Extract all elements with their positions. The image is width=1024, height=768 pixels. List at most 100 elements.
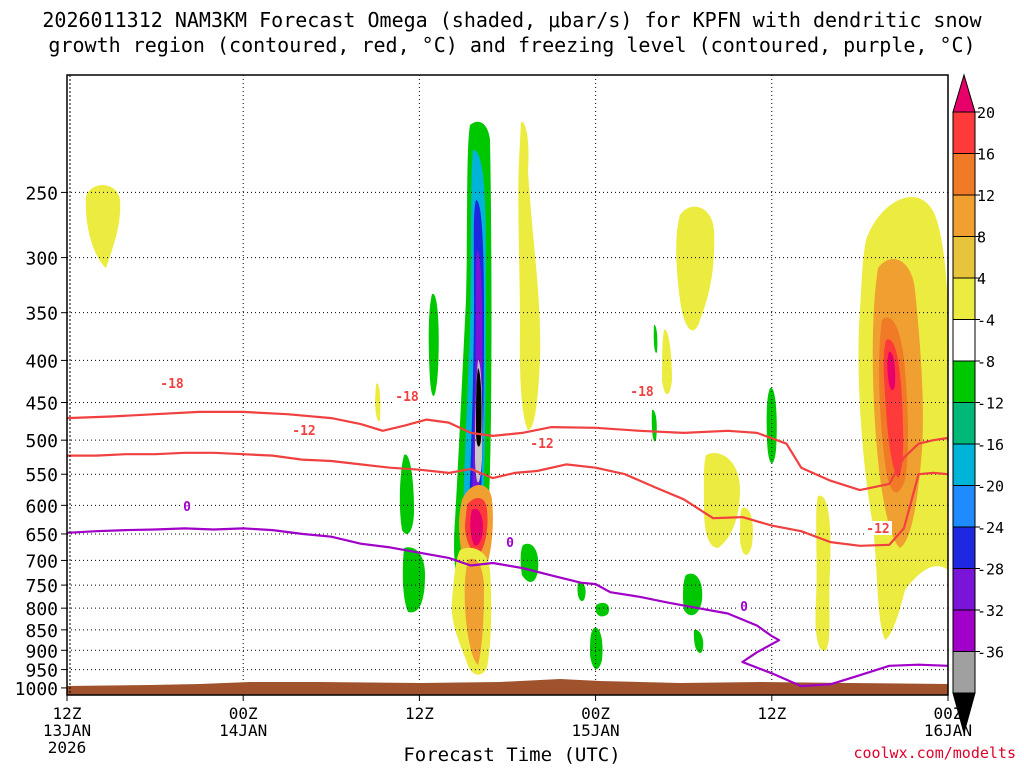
y-axis: 2503003504004505005506006507007508008509…: [15, 183, 67, 700]
colorbar-segment: [952, 194, 976, 237]
contour-labels: -18 -18 -18 -12 -12 -12 0 0 0: [158, 376, 892, 615]
chart-title-line2: growth region (contoured, red, °C) and f…: [48, 33, 976, 57]
omega-blob: [520, 543, 539, 582]
omega-blob: [428, 293, 439, 397]
omega-blob: [470, 508, 483, 546]
colorbar-segment: [952, 360, 976, 403]
omega-blob: [662, 329, 672, 395]
colorbar-label: 8: [977, 229, 986, 247]
omega-blob: [577, 581, 586, 602]
colorbar-label: -24: [977, 519, 1004, 537]
colorbar-label: -4: [977, 312, 995, 330]
colorbar-segment: [952, 609, 976, 652]
x-tick-label: 00Z: [934, 704, 963, 723]
x-tick-label: 12Z: [757, 704, 786, 723]
y-tick-label: 550: [25, 465, 58, 486]
colorbar-label: -20: [977, 478, 1004, 496]
contour-label-m18: -18: [395, 390, 419, 405]
colorbar-cap-top: [952, 73, 976, 113]
omega-blob: [693, 629, 704, 653]
colorbar-label: -16: [977, 436, 1004, 454]
contour-label-zero: 0: [506, 536, 514, 551]
contour-label-m12: -12: [530, 437, 553, 452]
colorbar-segment: [952, 526, 976, 569]
y-tick-label: 400: [25, 351, 58, 372]
y-tick-label: 350: [25, 304, 58, 325]
colorbar-label: -32: [977, 602, 1004, 620]
colorbar-cap-bottom: [952, 692, 976, 735]
colorbar-segment: [952, 111, 976, 154]
colorbar-segment: [952, 236, 976, 279]
x-tick-label: 00Z: [581, 704, 610, 723]
omega-blob: [518, 121, 541, 430]
contour-lines: [66, 410, 949, 688]
omega-blob: [676, 206, 715, 331]
y-tick-label: 1000: [15, 679, 58, 700]
y-tick-label: 500: [25, 431, 58, 452]
x-tick-label: 00Z: [229, 704, 258, 723]
colorbar-label: -28: [977, 561, 1004, 579]
chart-title-line1: 2026011312 NAM3KM Forecast Omega (shaded…: [42, 8, 982, 32]
contour-label-m12: -12: [866, 522, 889, 537]
omega-blob: [653, 324, 658, 353]
colorbar-segment: [952, 319, 976, 362]
plot-frame: [66, 74, 949, 696]
terrain-surface: [67, 679, 948, 695]
colorbar-label: 20: [977, 104, 995, 122]
x-tick-label: 15JAN: [572, 721, 620, 740]
colorbar-segment: [952, 402, 976, 445]
colorbar-label: -8: [977, 353, 995, 371]
omega-blob: [476, 368, 482, 447]
omega-blob: [766, 387, 777, 464]
omega-blob: [590, 627, 603, 670]
colorbar-segment: [952, 651, 976, 694]
y-tick-label: 900: [25, 641, 58, 662]
omega-blob: [887, 351, 896, 391]
colorbar-segment: [952, 277, 976, 320]
contour-line: [66, 527, 949, 688]
colorbar-segment: [952, 153, 976, 196]
y-tick-label: 750: [25, 576, 58, 597]
omega-blob: [682, 573, 703, 616]
contour-label-zero: 0: [740, 600, 748, 615]
contour-label-m12: -12: [292, 424, 315, 439]
contour-label-m18: -18: [630, 385, 654, 400]
x-tick-label: 12Z: [405, 704, 434, 723]
omega-blob: [703, 453, 740, 548]
omega-blob: [85, 185, 121, 268]
contour-line: [67, 451, 949, 547]
x-tick-label: 16JAN: [924, 721, 972, 740]
y-tick-label: 650: [25, 525, 58, 546]
y-tick-label: 700: [25, 551, 58, 572]
colorbar-segment: [952, 485, 976, 528]
omega-blob: [651, 409, 657, 442]
plot-background: [67, 75, 948, 695]
colorbar-label: -12: [977, 395, 1004, 413]
y-tick-label: 850: [25, 621, 58, 642]
omega-blob: [815, 495, 831, 651]
x-axis-label: Forecast Time (UTC): [403, 744, 621, 766]
x-tick-label: 13JAN: [43, 721, 91, 740]
y-tick-label: 800: [25, 599, 58, 620]
y-tick-label: 450: [25, 394, 58, 415]
contour-label-zero: 0: [183, 500, 191, 515]
y-tick-label: 300: [25, 249, 58, 270]
y-tick-label: 600: [25, 496, 58, 517]
x-tick-label: 12Z: [53, 704, 82, 723]
colorbar-label: 4: [977, 270, 986, 288]
colorbar-segment: [952, 443, 976, 486]
colorbar: 20 16 12 8 4 -4 -8 -12 -16 -20 -24 -28 -32 -36: [952, 73, 1004, 735]
x-tick-label: 14JAN: [219, 721, 267, 740]
x-tick-label: 2026: [48, 738, 87, 757]
omega-blob: [595, 602, 610, 617]
omega-blob: [375, 383, 381, 422]
credit-text: coolwx.com/modelts: [853, 744, 1016, 762]
colorbar-label: 16: [977, 146, 995, 164]
contour-line: [66, 410, 949, 492]
contour-label-m18: -18: [160, 377, 184, 392]
y-tick-label: 950: [25, 661, 58, 682]
y-tick-label: 250: [25, 183, 58, 204]
